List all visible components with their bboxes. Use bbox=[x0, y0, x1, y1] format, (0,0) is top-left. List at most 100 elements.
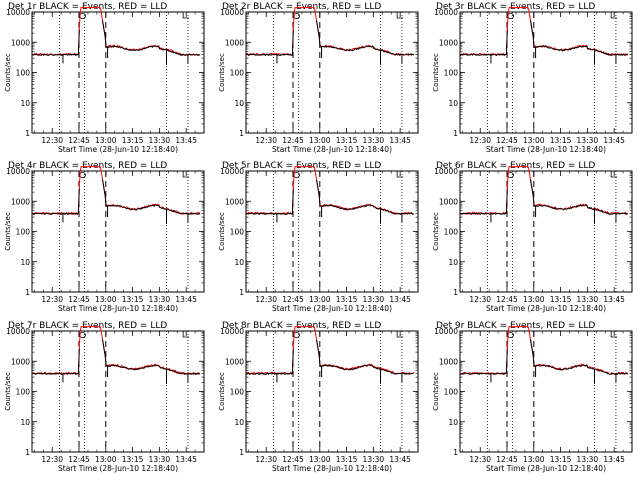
x-tick-label: 13:45 bbox=[389, 295, 411, 304]
x-tick-label: 13:30 bbox=[577, 295, 599, 304]
events-series-line bbox=[245, 339, 414, 376]
chart-title: Det 9r BLACK = Events, RED = LLD bbox=[436, 321, 595, 331]
attenuator-marker bbox=[182, 331, 190, 338]
attenuator-marker bbox=[396, 12, 404, 19]
x-tick-label: 12:45 bbox=[496, 136, 518, 145]
y-tick-label: 10000 bbox=[6, 327, 30, 336]
detector-chart-4: Det 4r BLACK = Events, RED = LLD 1 10 100 10… bbox=[4, 161, 205, 313]
y-tick-label: 10 bbox=[448, 258, 458, 267]
y-tick-label: 100 bbox=[230, 228, 245, 237]
y-tick-label: 1 bbox=[453, 448, 458, 457]
events-series-line bbox=[31, 20, 201, 57]
x-axis-label: Start Time (28-Jun-10 12:18:40) bbox=[486, 464, 606, 473]
y-axis-label: Counts/sec bbox=[4, 372, 12, 411]
chart-title: Det 6r BLACK = Events, RED = LLD bbox=[436, 161, 595, 171]
x-tick-label: 13:15 bbox=[122, 295, 144, 304]
y-tick-label: 1 bbox=[239, 288, 244, 297]
plot-frame bbox=[245, 170, 419, 293]
x-tick-label: 13:00 bbox=[523, 136, 545, 145]
x-tick-label: 13:45 bbox=[603, 136, 625, 145]
detector-chart-2: Det 2r BLACK = Events, RED = LLD 1 10 100 10… bbox=[218, 2, 419, 154]
lld-series-line bbox=[245, 326, 415, 376]
chart-title: Det 8r BLACK = Events, RED = LLD bbox=[222, 321, 381, 331]
x-tick-label: 13:00 bbox=[309, 455, 331, 464]
detector-chart-7: Det 7r BLACK = Events, RED = LLD 1 10 100 10… bbox=[4, 321, 205, 473]
x-tick-label: 13:00 bbox=[95, 455, 117, 464]
y-tick-label: 1 bbox=[25, 129, 30, 138]
x-tick-label: 13:30 bbox=[577, 136, 599, 145]
y-tick-label: 10 bbox=[234, 418, 244, 427]
y-axis-label: Counts/sec bbox=[4, 212, 12, 251]
events-series-line bbox=[31, 179, 201, 216]
y-axis-label: Counts/sec bbox=[4, 53, 12, 92]
x-axis-label: Start Time (28-Jun-10 12:18:40) bbox=[486, 145, 606, 154]
x-tick-label: 12:30 bbox=[469, 136, 491, 145]
x-tick-label: 13:00 bbox=[309, 295, 331, 304]
x-axis-label: Start Time (28-Jun-10 12:18:40) bbox=[272, 304, 392, 313]
x-tick-label: 13:45 bbox=[175, 455, 197, 464]
x-tick-label: 12:45 bbox=[282, 295, 304, 304]
y-tick-label: 10000 bbox=[6, 167, 30, 176]
x-axis-label: Start Time (28-Jun-10 12:18:40) bbox=[272, 464, 392, 473]
y-tick-label: 10000 bbox=[220, 167, 244, 176]
chart-title: Det 1r BLACK = Events, RED = LLD bbox=[8, 2, 167, 12]
x-tick-label: 12:45 bbox=[496, 295, 518, 304]
x-tick-label: 13:15 bbox=[122, 455, 144, 464]
y-tick-label: 10000 bbox=[434, 8, 458, 17]
plot-frame bbox=[245, 330, 419, 453]
y-tick-label: 1 bbox=[25, 288, 30, 297]
y-tick-label: 100 bbox=[16, 388, 31, 397]
lld-series-line bbox=[460, 7, 629, 57]
x-tick-label: 12:45 bbox=[68, 295, 90, 304]
x-tick-label: 13:15 bbox=[336, 136, 358, 145]
chart-title: Det 3r BLACK = Events, RED = LLD bbox=[436, 2, 595, 12]
x-axis-label: Start Time (28-Jun-10 12:18:40) bbox=[58, 464, 178, 473]
x-tick-label: 12:45 bbox=[282, 136, 304, 145]
plot-frame bbox=[459, 11, 633, 134]
y-tick-label: 1000 bbox=[11, 197, 30, 206]
attenuator-marker bbox=[610, 12, 618, 19]
x-tick-label: 13:45 bbox=[389, 136, 411, 145]
x-tick-label: 12:30 bbox=[255, 455, 277, 464]
y-tick-label: 1000 bbox=[11, 38, 30, 47]
x-tick-label: 13:15 bbox=[550, 136, 572, 145]
x-tick-label: 13:30 bbox=[149, 295, 171, 304]
y-tick-label: 10000 bbox=[220, 8, 244, 17]
y-tick-label: 10000 bbox=[434, 167, 458, 176]
events-series-line bbox=[245, 20, 415, 57]
y-tick-label: 10000 bbox=[6, 8, 30, 17]
y-tick-label: 100 bbox=[444, 228, 459, 237]
plot-frame bbox=[31, 170, 205, 293]
chart-title: Det 2r BLACK = Events, RED = LLD bbox=[222, 2, 381, 12]
x-tick-label: 13:15 bbox=[336, 455, 358, 464]
x-tick-label: 13:00 bbox=[309, 136, 331, 145]
x-tick-label: 13:15 bbox=[122, 136, 144, 145]
x-tick-label: 13:30 bbox=[363, 295, 385, 304]
x-tick-label: 13:00 bbox=[95, 295, 117, 304]
y-tick-label: 1 bbox=[239, 448, 244, 457]
x-tick-label: 13:00 bbox=[523, 295, 545, 304]
x-tick-label: 13:15 bbox=[550, 295, 572, 304]
events-series-line bbox=[459, 339, 628, 375]
attenuator-marker bbox=[610, 331, 618, 338]
y-tick-label: 10 bbox=[234, 99, 244, 108]
x-tick-label: 13:45 bbox=[175, 295, 197, 304]
x-tick-label: 12:45 bbox=[68, 455, 90, 464]
chart-title: Det 5r BLACK = Events, RED = LLD bbox=[222, 161, 381, 171]
x-tick-label: 12:30 bbox=[41, 455, 63, 464]
y-tick-label: 100 bbox=[444, 388, 459, 397]
y-tick-label: 10000 bbox=[434, 327, 458, 336]
x-tick-label: 12:30 bbox=[41, 136, 63, 145]
y-axis-label: Counts/sec bbox=[218, 212, 226, 251]
y-tick-label: 100 bbox=[444, 69, 459, 78]
y-axis-label: Counts/sec bbox=[218, 372, 226, 411]
attenuator-marker bbox=[182, 171, 190, 178]
x-tick-label: 13:30 bbox=[363, 455, 385, 464]
plot-frame bbox=[245, 11, 419, 134]
events-series-line bbox=[245, 179, 415, 216]
x-tick-label: 12:30 bbox=[469, 295, 491, 304]
y-tick-label: 10000 bbox=[220, 327, 244, 336]
x-tick-label: 13:00 bbox=[95, 136, 117, 145]
x-tick-label: 13:45 bbox=[175, 136, 197, 145]
